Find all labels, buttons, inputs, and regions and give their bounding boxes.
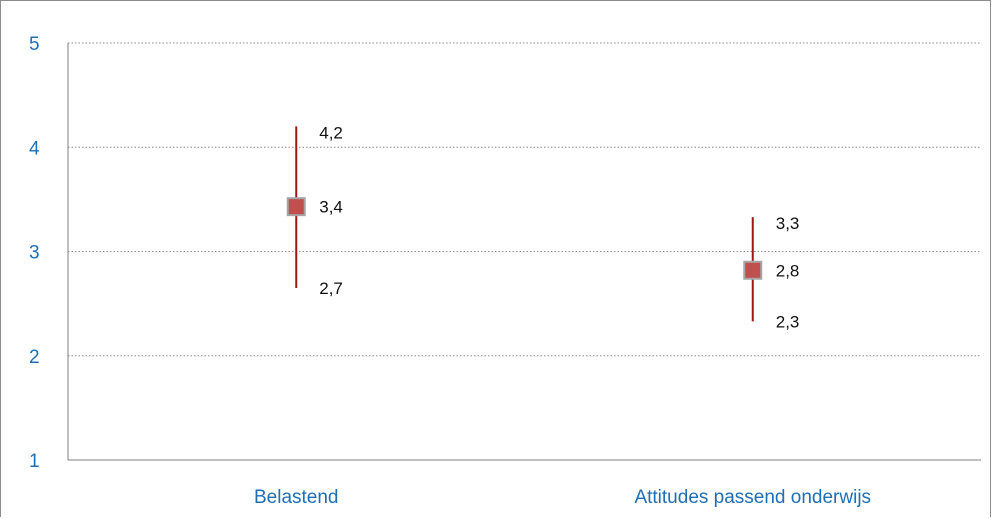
y-tick-label-2: 2 [29, 347, 40, 368]
y-tick-label-3: 3 [29, 243, 40, 264]
grid-layer [68, 42, 981, 357]
data-marks [286, 126, 763, 322]
label-mean-1: 2,8 [776, 261, 800, 280]
y-tick-label-1: 1 [29, 451, 40, 472]
label-low-1: 2,3 [776, 312, 800, 331]
y-tick-labels: 1 2 3 4 5 [29, 34, 40, 472]
label-mean-0: 3,4 [319, 198, 343, 217]
label-high-0: 4,2 [319, 123, 343, 142]
x-tick-label-0: Belastend [254, 487, 339, 508]
axis-layer [67, 43, 981, 461]
mean-marker-1 [743, 260, 763, 280]
y-tick-label-4: 4 [29, 138, 40, 159]
label-high-1: 3,3 [776, 214, 800, 233]
mean-marker-0 [286, 197, 306, 217]
data-labels: 4,2 3,4 2,7 3,3 2,8 2,3 [319, 123, 799, 331]
x-tick-label-1: Attitudes passend onderwijs [634, 487, 871, 508]
label-low-0: 2,7 [319, 279, 343, 298]
x-tick-labels: Belastend Attitudes passend onderwijs [254, 487, 871, 508]
y-tick-label-5: 5 [29, 34, 40, 55]
